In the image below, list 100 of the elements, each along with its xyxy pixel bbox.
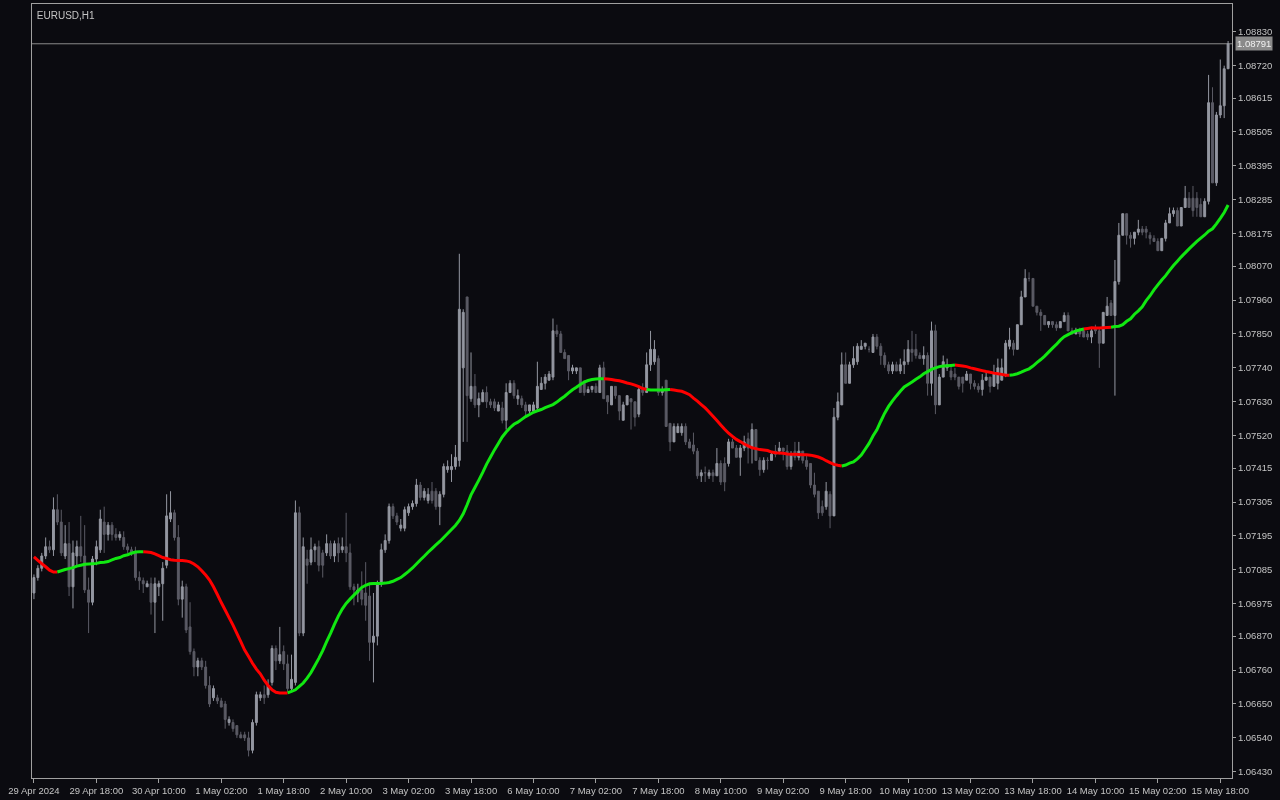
candlestick: [262, 684, 266, 705]
y-tick-label: 1.08615: [1237, 92, 1273, 104]
candlestick: [1047, 321, 1051, 329]
candlestick: [496, 401, 500, 412]
candlestick: [301, 536, 305, 637]
candlestick: [196, 657, 200, 677]
x-tick-label: 14 May 10:00: [1066, 785, 1125, 797]
candlestick: [67, 521, 71, 597]
candlestick: [457, 253, 461, 468]
candlestick: [715, 447, 719, 477]
candlestick: [1211, 86, 1214, 184]
x-tick-label: 8 May 10:00: [694, 785, 747, 797]
candlestick: [1125, 213, 1129, 246]
candlestick: [212, 684, 215, 702]
candlestick: [711, 469, 715, 483]
candlestick: [492, 398, 496, 412]
y-tick-label: 1.07195: [1237, 530, 1273, 542]
y-tick-label: 1.08720: [1237, 59, 1273, 71]
candlestick: [707, 469, 711, 480]
candlestick: [297, 506, 301, 637]
candlestick: [629, 398, 633, 431]
candlestick: [1082, 327, 1086, 338]
candlestick: [403, 506, 407, 532]
x-tick-label: 9 May 18:00: [819, 785, 872, 797]
candlestick: [680, 422, 684, 437]
candlestick: [988, 376, 992, 394]
candlestick: [610, 385, 613, 406]
x-tick-label: 1 May 18:00: [257, 785, 310, 797]
candlestick: [1054, 321, 1058, 332]
candlestick: [586, 385, 590, 394]
candlestick: [777, 441, 781, 455]
x-tick-label: 9 May 02:00: [757, 785, 810, 797]
y-tick-label: 1.08285: [1237, 194, 1273, 206]
x-tick-label: 13 May 02:00: [941, 785, 1000, 797]
candlestick: [500, 401, 504, 424]
candlestick: [165, 493, 169, 569]
candlestick: [528, 404, 532, 415]
y-tick-label: 1.07415: [1237, 462, 1273, 474]
y-tick-label: 1.06975: [1237, 598, 1273, 610]
candlestick: [969, 373, 972, 390]
candlestick: [594, 382, 598, 394]
candlestick: [1066, 311, 1070, 332]
candlestick: [633, 401, 637, 427]
candlestick: [227, 715, 231, 727]
candlestick: [824, 481, 828, 511]
y-tick-label: 1.07520: [1237, 430, 1273, 442]
candlestick: [48, 540, 52, 554]
candlestick: [122, 530, 126, 551]
candlestick: [1086, 330, 1090, 341]
y-tick-label: 1.08395: [1237, 160, 1273, 172]
candlestick: [828, 490, 832, 529]
candlestick: [1039, 308, 1043, 332]
candlestick: [637, 385, 641, 418]
y-tick-label: 1.08175: [1237, 228, 1273, 240]
candlestick: [52, 496, 55, 557]
candlestick: [867, 345, 871, 353]
candlestick: [863, 342, 867, 350]
candlestick: [961, 376, 965, 394]
y-tick-label: 1.07850: [1237, 328, 1273, 340]
candlestick: [106, 521, 110, 542]
candlestick: [723, 456, 727, 492]
x-tick-label: 15 May 18:00: [1191, 785, 1250, 797]
candlestick: [118, 530, 122, 542]
candlestick: [469, 351, 473, 403]
x-tick-label: 30 Apr 10:00: [131, 785, 186, 797]
candlestick: [855, 342, 859, 366]
x-tick-label: 7 May 02:00: [569, 785, 623, 797]
candlestick: [180, 580, 184, 619]
candlestick: [465, 296, 469, 443]
candlestick: [422, 487, 426, 501]
candlestick: [274, 644, 278, 671]
candlestick: [161, 561, 165, 622]
candlestick: [1175, 207, 1179, 227]
candlestick: [574, 367, 578, 375]
candlestick: [750, 422, 754, 464]
x-tick-label: 3 May 18:00: [444, 785, 498, 797]
candlestick: [477, 392, 481, 418]
candlestick: [871, 333, 875, 353]
y-tick-label: 1.06760: [1237, 664, 1273, 676]
candlestick: [949, 364, 953, 381]
y-tick-label: 1.07740: [1237, 362, 1273, 374]
candlestick: [110, 521, 114, 542]
candlestick: [1140, 225, 1144, 236]
candlestick: [516, 388, 520, 406]
candlestick: [504, 382, 508, 431]
candlestick: [641, 382, 645, 397]
y-tick-label: 1.07630: [1237, 396, 1273, 408]
y-tick-label: 1.08070: [1237, 260, 1273, 272]
candlestick: [414, 478, 418, 508]
y-tick-label: 1.08830: [1237, 26, 1273, 38]
candlestick: [418, 481, 422, 501]
x-tick-label: 13 May 18:00: [1004, 785, 1062, 797]
x-tick-label: 10 May 10:00: [879, 785, 937, 797]
candlestick: [980, 373, 984, 397]
candlestick: [1191, 185, 1195, 218]
candlestick: [305, 549, 309, 585]
y-tick-label: 1.08505: [1237, 126, 1273, 138]
candlestick: [329, 540, 332, 560]
candlestick: [976, 382, 980, 394]
candlestick: [766, 456, 770, 471]
